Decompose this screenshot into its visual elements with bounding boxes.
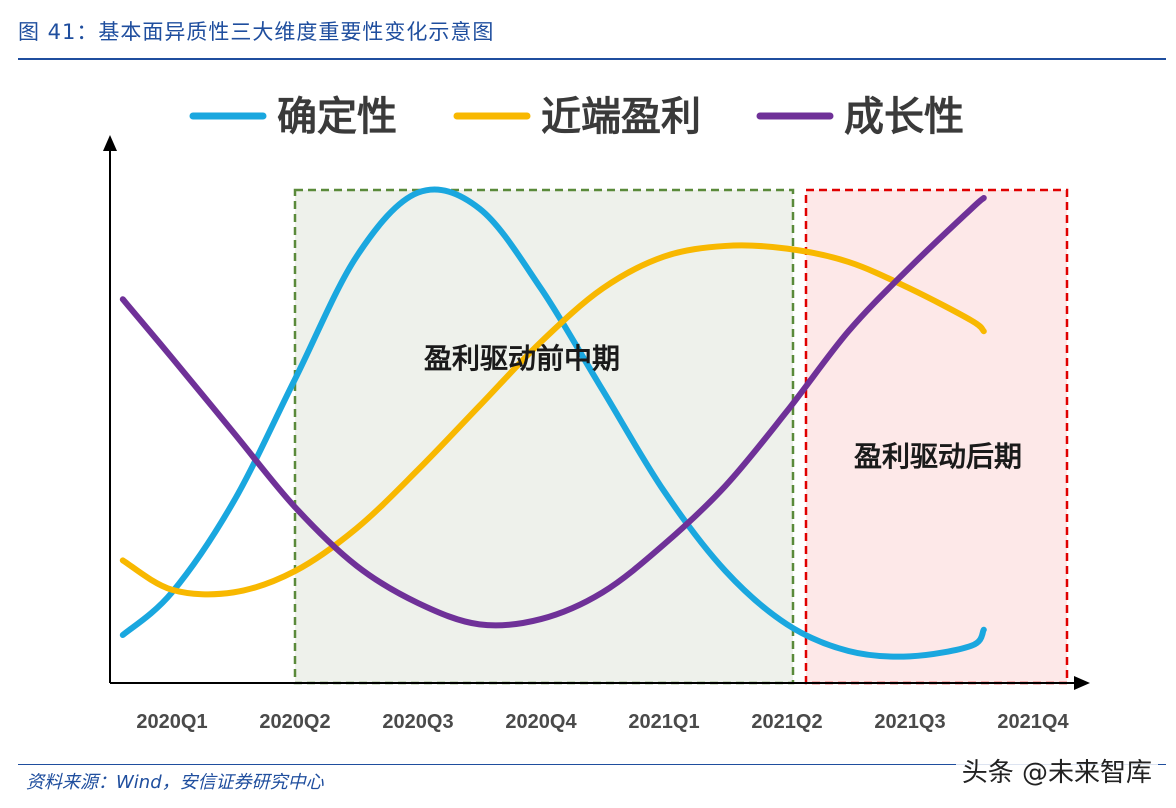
legend-near-profit: 近端盈利 [453,94,701,140]
region-label-late: 盈利驱动后期 [854,440,1022,473]
legend-label: 近端盈利 [541,94,701,140]
x-tick-labels: 2020Q1 2020Q2 2020Q3 2020Q4 2021Q1 2021Q2 2021… [136,711,1069,733]
x-tick-label: 2020Q4 [505,711,577,733]
chart: 确定性 近端盈利 成长性 2020Q1 2020Q2 2020Q3 2020Q4 2021Q… [103,94,1090,733]
y-axis-arrow [103,135,117,151]
x-tick-label: 2020Q3 [382,711,453,733]
title-divider [18,58,1166,60]
axes [103,135,1090,690]
legend: 确定性 近端盈利 成长性 [189,94,964,140]
certainty-line [119,186,987,660]
x-tick-label: 2020Q1 [136,711,207,733]
legend-label: 成长性 [844,94,964,140]
region-late [804,188,1069,685]
x-tick-label: 2021Q1 [628,711,699,733]
source-note: 资料来源：Wind，安信证券研究中心 [26,772,324,793]
x-tick-label: 2020Q2 [259,711,330,733]
figure-title: 图 41：基本面异质性三大维度重要性变化示意图 [18,20,495,44]
x-axis-arrow [1074,676,1090,690]
legend-label: 确定性 [277,94,397,140]
series-lines [119,186,987,660]
watermark: 头条 @未来智库 [955,752,1158,789]
region-label-early-mid: 盈利驱动前中期 [424,342,620,375]
x-tick-label: 2021Q2 [751,711,822,733]
legend-growth: 成长性 [756,94,964,140]
legend-certainty: 确定性 [189,94,397,140]
annotation-regions [293,188,1069,685]
x-tick-label: 2021Q4 [997,711,1069,733]
near-profit-line [119,242,987,598]
x-tick-label: 2021Q3 [874,711,945,733]
region-early-mid [293,188,795,685]
footer-divider [18,764,1166,765]
growth-line [119,194,987,629]
